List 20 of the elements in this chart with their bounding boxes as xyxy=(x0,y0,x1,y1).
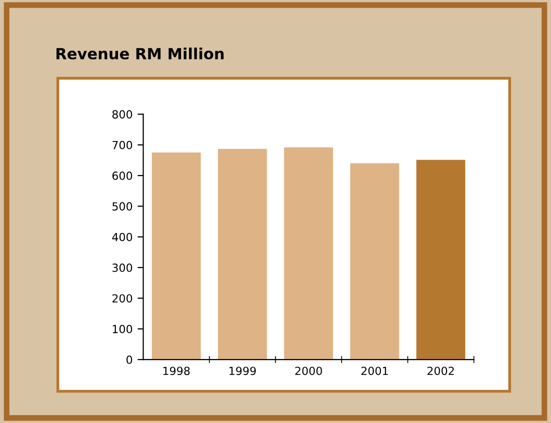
bar xyxy=(416,160,466,360)
y-tick-label: 400 xyxy=(112,232,132,242)
y-tick-label: 100 xyxy=(112,324,132,334)
y-tick-label: 600 xyxy=(112,172,132,180)
y-tick-label: 0 xyxy=(126,356,132,364)
x-tick-label: 2001 xyxy=(361,366,388,376)
y-tick-label: 300 xyxy=(112,264,132,272)
chart-title: Revenue RM Million xyxy=(56,48,224,60)
y-tick-label: 200 xyxy=(112,294,132,303)
y-tick-label: 500 xyxy=(112,202,132,211)
bar xyxy=(284,147,334,360)
y-tick-label: 700 xyxy=(112,140,132,150)
bar xyxy=(152,152,201,360)
x-tick-label: 2002 xyxy=(427,366,454,376)
x-tick-label: 2000 xyxy=(295,366,322,376)
x-tick-label: 1998 xyxy=(163,366,190,376)
y-tick-label: 800 xyxy=(112,110,132,119)
x-tick-label: 1999 xyxy=(230,366,256,376)
bar xyxy=(218,148,267,360)
bar xyxy=(350,163,400,360)
